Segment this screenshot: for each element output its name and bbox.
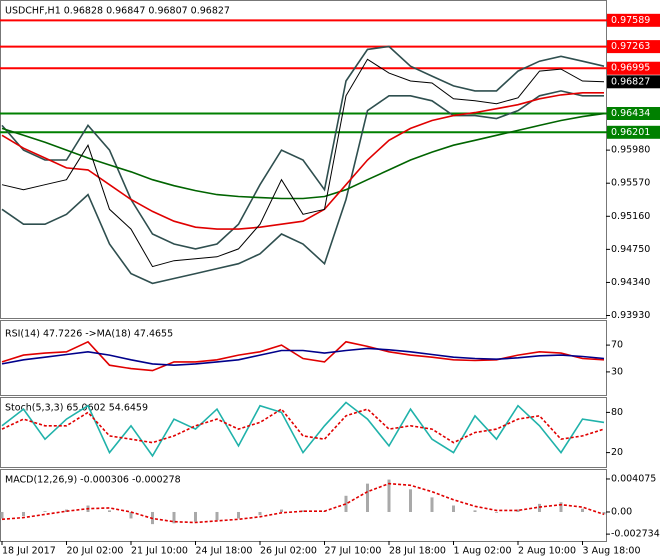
histogram-bar <box>538 503 541 512</box>
histogram-bar <box>409 489 412 512</box>
histogram-bar <box>516 509 520 512</box>
level-label-box <box>607 125 660 139</box>
histogram-bar <box>194 511 197 522</box>
y-tick-label: 0.004075 <box>611 473 656 484</box>
level-label-box <box>607 13 660 27</box>
histogram-bar <box>495 511 498 513</box>
y-tick-label: 0.95160 <box>611 211 650 222</box>
y-tick-label: 20 <box>611 447 623 458</box>
last-price-box <box>607 75 660 89</box>
x-tick-label: 26 Jul 02:00 <box>260 546 317 557</box>
last-price-label: 0.96827 <box>611 76 650 87</box>
main-panel <box>0 0 607 319</box>
histogram-bar <box>237 511 240 519</box>
x-tick-label: 21 Jul 10:00 <box>131 546 188 557</box>
level-label: 0.97589 <box>611 15 650 26</box>
series-line <box>1 90 604 285</box>
histogram-bar <box>430 497 434 512</box>
histogram-bar <box>43 511 47 512</box>
stoch-panel <box>0 397 607 468</box>
x-tick-label: 2 Aug 10:00 <box>518 546 576 557</box>
y-tick-label: 0.93930 <box>611 310 650 321</box>
series-line <box>1 347 605 367</box>
x-tick-label: 24 Jul 18:00 <box>196 546 253 557</box>
histogram-bar <box>22 511 25 517</box>
histogram-bar <box>258 511 262 516</box>
histogram-bar <box>280 509 283 512</box>
histogram-bar <box>452 505 455 512</box>
y-tick-label: 0.00 <box>611 506 632 517</box>
histogram-bar <box>344 495 348 512</box>
series-line <box>1 58 605 268</box>
series-line <box>1 112 605 200</box>
x-tick-label: 20 Jul 02:00 <box>67 546 124 557</box>
level-label-box <box>607 61 660 75</box>
histogram-bar <box>366 483 369 512</box>
histogram-bar <box>0 511 4 519</box>
histogram-bar <box>473 510 477 512</box>
macd-panel <box>0 469 607 542</box>
series-line <box>1 408 605 444</box>
level-label: 0.96995 <box>611 63 650 74</box>
x-tick-label: 28 Jul 18:00 <box>389 546 446 557</box>
histogram-bar <box>602 511 606 515</box>
histogram-bar <box>387 479 391 512</box>
series-line <box>1 45 605 250</box>
y-tick-label: 0.94340 <box>611 277 650 288</box>
y-tick-label: 0.95570 <box>611 178 650 189</box>
level-label: 0.96201 <box>611 127 650 138</box>
series-line <box>1 401 605 458</box>
x-tick-label: 27 Jul 10:00 <box>325 546 382 557</box>
x-tick-label: 18 Jul 2017 <box>2 546 56 557</box>
y-tick-label: 80 <box>611 407 623 418</box>
histogram-bar <box>172 511 176 524</box>
level-label: 0.97263 <box>611 41 650 52</box>
y-tick-label: 0.95980 <box>611 145 650 156</box>
histogram-bar <box>581 508 584 512</box>
panel-title: MACD(12,26,9) -0.000306 -0.000278 <box>5 475 181 486</box>
histogram-bar <box>129 511 133 519</box>
y-tick-label: 30 <box>611 366 623 377</box>
series-line <box>1 482 605 524</box>
level-label: 0.96434 <box>611 108 650 119</box>
level-label-box <box>607 40 660 54</box>
x-tick-label: 3 Aug 18:00 <box>583 546 641 557</box>
histogram-bar <box>215 511 219 521</box>
series-line <box>1 92 604 230</box>
x-tick-label: 1 Aug 02:00 <box>454 546 512 557</box>
panel-title: USDCHF,H1 0.96828 0.96847 0.96807 0.9682… <box>5 6 230 17</box>
panel-title: Stoch(5,3,3) 65.0602 54.6459 <box>5 403 148 414</box>
rsi-panel <box>0 320 607 396</box>
level-label-box <box>607 106 660 120</box>
histogram-bar <box>559 502 563 512</box>
y-tick-label: 0.94750 <box>611 244 650 255</box>
y-tick-label: -0.002734 <box>611 529 660 540</box>
histogram-bar <box>108 510 111 512</box>
y-tick-label: 70 <box>611 340 623 351</box>
histogram-bar <box>301 510 305 512</box>
panel-title: RSI(14) 47.7226 ->MA(18) 47.4655 <box>5 329 173 340</box>
